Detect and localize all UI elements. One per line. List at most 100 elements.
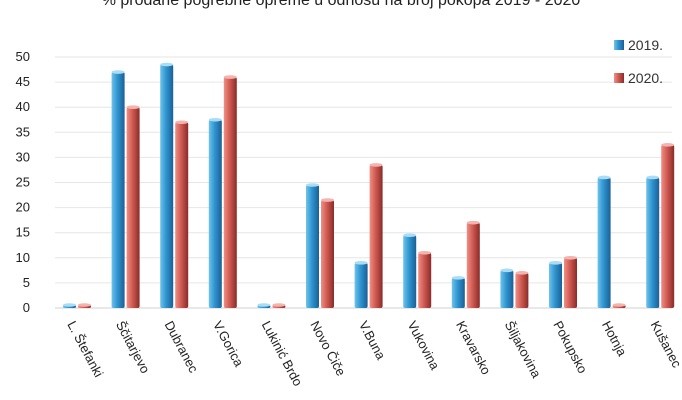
y-tick-label: 35 [16,124,30,139]
bar-cap [175,120,189,125]
bar-2019-7 [403,233,417,308]
bar-body [175,122,189,308]
y-tick-label: 20 [16,200,30,215]
bar-cap [223,75,237,79]
bar-body [403,235,417,308]
y-tick-label: 45 [16,74,30,89]
bar-body [564,257,577,308]
x-category-label: V.Buna [356,318,389,362]
y-axis: 0 5 10 15 20 25 30 35 40 45 50 [16,49,30,315]
bar-cap [661,143,675,147]
bar-2019-8 [451,276,465,308]
bar-body [321,200,334,308]
bar-2020-11 [612,303,626,308]
bar-cap [515,271,529,275]
bar-cap [111,70,125,74]
bar-cap [63,303,76,307]
bar-2019-0 [63,303,76,308]
bar-2019-10 [549,261,562,308]
bar-cap [549,261,562,265]
bar-body [354,262,368,308]
bar-2020-5 [321,198,334,308]
bar-cap [321,198,334,202]
legend: 2019. 2020. [614,37,663,86]
bar-2019-12 [646,175,660,308]
bar-2020-12 [661,143,675,308]
y-tick-label: 15 [16,225,30,240]
bar-2020-7 [418,250,432,308]
bar-cap [597,175,611,180]
bar-body [515,272,529,308]
bar-body [500,270,514,308]
x-category-label: Kravarsko [453,318,494,377]
bar-2019-5 [306,183,319,308]
bar-2020-2 [175,120,189,308]
bar-2019-2 [160,62,174,308]
bar-2020-4 [272,303,286,308]
bar-cap [354,261,368,265]
x-category-label: Hotnja [599,318,630,359]
bar-body [646,177,660,308]
y-tick-label: 50 [16,49,30,64]
bar-2020-1 [126,105,140,308]
bar-cap [451,276,465,280]
y-tick-label: 0 [23,300,30,315]
x-category-label: V.Gorica [210,318,247,369]
x-category-label: Kušanec [648,318,682,370]
bar-cap [466,220,480,225]
bar-2020-3 [223,75,237,308]
y-tick-label: 25 [16,175,30,190]
x-category-label: Pokupsko [550,318,590,375]
bar-cap [418,250,432,255]
bar-2019-4 [257,303,271,308]
bar-cap [272,303,286,307]
bar-body [160,64,174,308]
bar-2019-6 [354,261,368,308]
legend-swatch-2020 [614,73,624,83]
bar-body [111,72,125,308]
bar-body [306,185,319,308]
x-category-label: Vukovina [405,318,443,373]
bar-cap [403,233,417,238]
bar-2020-0 [78,303,91,308]
bar-2020-9 [515,271,529,308]
bar-2020-6 [369,163,383,308]
bar-body [597,177,611,308]
legend-swatch-2019 [614,40,624,50]
bar-cap [126,105,140,109]
y-tick-label: 5 [23,275,30,290]
bar-cap [612,303,626,307]
bar-2020-10 [564,255,577,308]
bar-body [661,144,675,308]
x-category-label: L. Štefanki [64,318,106,379]
x-category-label: Ščitarjevo [113,318,153,375]
bar-2020-8 [466,220,480,308]
bar-body [451,277,465,308]
bar-2019-11 [597,175,611,308]
legend-label-2020: 2020. [628,70,663,86]
x-category-label: Novo Čiče [307,318,348,378]
x-axis: L. Štefanki Ščitarjevo Dubranec V.Gorica Luk… [64,318,682,388]
bar-2019-1 [111,70,125,308]
bar-cap [208,117,222,122]
y-tick-label: 40 [16,99,30,114]
chart-title: % prodane pogrebne opreme u odnosu na br… [102,0,581,9]
x-category-label: Lukinić Brdo [259,318,306,388]
legend-label-2019: 2019. [628,37,663,53]
bar-body [126,107,140,308]
bar-body [369,164,383,308]
bar-cap [160,62,174,67]
bar-2019-9 [500,268,514,308]
bar-body [223,77,237,308]
y-tick-label: 30 [16,149,30,164]
bar-cap [564,255,577,260]
bar-body [466,222,480,308]
bar-2019-3 [208,117,222,308]
bar-body [418,252,432,308]
bar-cap [257,303,271,307]
bar-body [549,262,562,308]
bars [63,62,675,308]
gridlines [55,56,672,309]
y-tick-label: 10 [16,250,30,265]
